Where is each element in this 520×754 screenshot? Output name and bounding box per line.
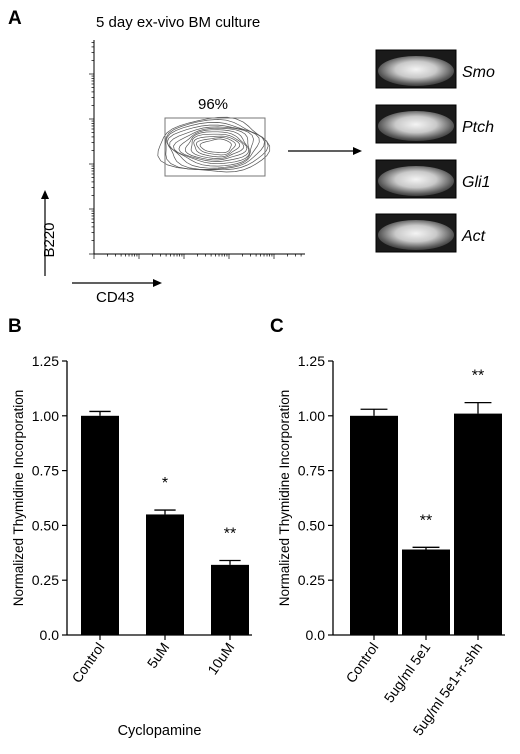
y-tick-label: 0.25 [298, 572, 325, 588]
y-tick-label: 0.50 [32, 517, 59, 533]
gel-band [378, 220, 454, 250]
gel-band [378, 56, 454, 86]
flow-contours [157, 116, 271, 173]
gel-ptch: Ptch [375, 104, 494, 144]
flow-contour-line [178, 129, 249, 162]
x-tick-label: 10uM [204, 640, 237, 678]
gel-smo: Smo [375, 49, 495, 89]
flow-contour-line [190, 133, 245, 159]
y-tick-label: 0.25 [32, 572, 59, 588]
flow-contour-line [169, 126, 254, 167]
y-axis-label: Normalized Thymidine Incorporation [277, 390, 292, 607]
y-tick-label: 0.75 [32, 463, 59, 479]
bar-2 [146, 514, 184, 635]
y-tick-label: 0.0 [40, 627, 60, 643]
y-tick-label: 0.75 [298, 463, 325, 479]
gel-band [378, 111, 454, 141]
panel-b-label: B [8, 316, 22, 337]
chart-c: 0.0 0.25 0.50 0.75 1.00 1.25 Normalized Thymid… [277, 353, 505, 738]
bar-3 [211, 564, 249, 635]
bar-3 [454, 413, 502, 635]
flow-contour-line [199, 138, 232, 154]
significance-marker: ** [224, 525, 236, 542]
y-tick-label: 1.00 [298, 408, 325, 424]
significance-marker: * [162, 475, 168, 492]
flow-x-label: CD43 [96, 289, 134, 306]
b220-arrow-head [41, 190, 49, 199]
gate-percent: 96% [198, 96, 228, 113]
flow-contour-line [184, 131, 248, 161]
gel-act: Act [375, 213, 486, 253]
y-tick-label: 1.25 [298, 353, 325, 369]
flow-contour-line [166, 124, 260, 169]
flow-contour-line [196, 137, 236, 156]
y-tick-label: 0.0 [306, 627, 326, 643]
x-axis-label: Cyclopamine [118, 723, 202, 739]
x-tick-label: 5uM [144, 640, 173, 671]
gel-link-arrow-head [353, 147, 362, 155]
panel-a-label: A [8, 8, 22, 29]
bar-1 [350, 415, 398, 635]
flow-title: 5 day ex-vivo BM culture [96, 14, 260, 31]
gene-label: Gli1 [462, 174, 490, 191]
bar-2 [402, 549, 450, 635]
significance-marker: ** [472, 368, 484, 385]
flow-y-label: B220 [41, 222, 58, 257]
gene-label: Smo [462, 64, 495, 81]
chart-b: 0.0 0.25 0.50 0.75 1.00 1.25 Normalized Thymid… [11, 353, 252, 739]
x-tick-label: Control [68, 640, 107, 686]
gel-band [378, 166, 454, 196]
gene-label: Ptch [462, 119, 494, 136]
cd43-arrow-head [153, 279, 162, 287]
panel-c-label: C [270, 316, 284, 337]
flow-contour-line [157, 116, 271, 173]
flow-contour-line [193, 135, 241, 158]
flow-plot: 96% [89, 40, 305, 259]
x-tick-label: Control [342, 640, 381, 686]
y-tick-label: 1.00 [32, 408, 59, 424]
flow-contour-line [165, 119, 269, 171]
significance-marker: ** [420, 512, 432, 529]
flow-contour-line [173, 127, 250, 165]
flow-gate [164, 117, 266, 177]
y-tick-label: 1.25 [32, 353, 59, 369]
y-tick-label: 0.50 [298, 517, 325, 533]
bar-1 [81, 415, 119, 635]
flow-tick-marks [89, 42, 302, 259]
gene-label: Act [461, 228, 486, 245]
y-axis-label: Normalized Thymidine Incorporation [11, 390, 26, 607]
x-tick-label: 5ug/ml 5e1 [381, 639, 434, 705]
gel-gli1: Gli1 [375, 159, 490, 199]
